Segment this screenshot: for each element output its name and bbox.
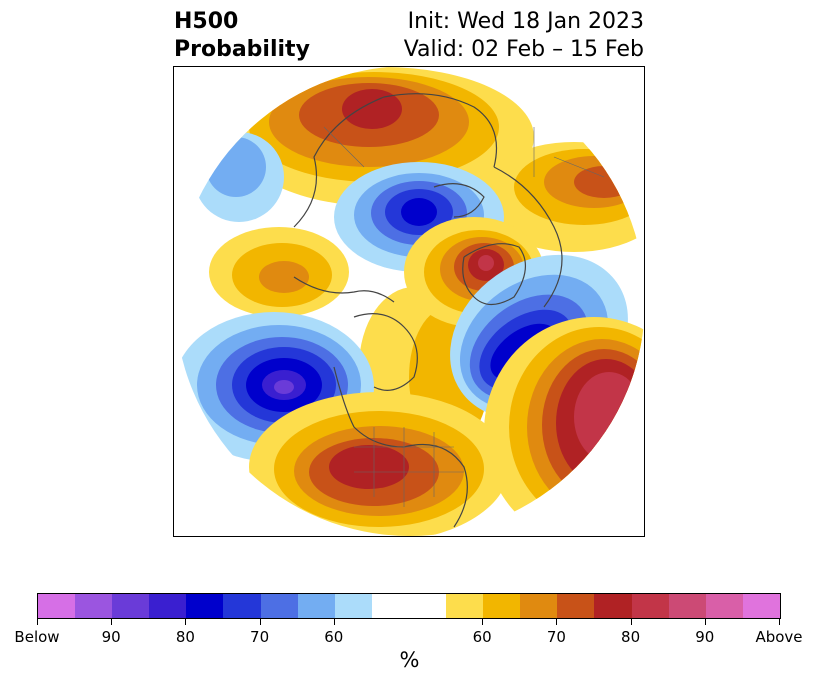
title-variable: H500 xyxy=(174,9,239,34)
colorbar-segment xyxy=(557,594,595,618)
anomaly-central-asia xyxy=(194,132,284,222)
colorbar-unit-label: % xyxy=(399,648,420,672)
colorbar-segment xyxy=(75,594,113,618)
colorbar-tick xyxy=(704,619,706,625)
colorbar-tick-label: 60 xyxy=(472,628,492,646)
colorbar-segment xyxy=(705,594,743,618)
colorbar-segment xyxy=(631,594,669,618)
colorbar-tick-label: 70 xyxy=(546,628,566,646)
colorbar-segment xyxy=(483,594,521,618)
colorbar-segment xyxy=(297,594,335,618)
colorbar-tick-label: 90 xyxy=(695,628,715,646)
probability-map xyxy=(173,66,645,537)
init-date: Init: Wed 18 Jan 2023 xyxy=(407,9,644,34)
colorbar-segment xyxy=(446,594,484,618)
colorbar-ticks xyxy=(37,619,781,627)
colorbar-segment xyxy=(408,594,447,618)
anomaly-europe xyxy=(209,227,349,317)
colorbar-tick-label: 90 xyxy=(101,628,121,646)
colorbar-segment xyxy=(260,594,298,618)
colorbar-tick xyxy=(779,619,780,625)
colorbar-tick-label: 80 xyxy=(621,628,641,646)
colorbar-segment xyxy=(594,594,632,618)
colorbar-tick-label: 60 xyxy=(324,628,344,646)
colorbar-segment xyxy=(668,594,706,618)
political-borders xyxy=(323,126,605,507)
anomaly-southern-us xyxy=(249,392,509,536)
colorbar-tick xyxy=(482,619,484,625)
colorbar-tick xyxy=(333,619,335,625)
colorbar xyxy=(37,593,781,619)
colorbar-tick xyxy=(185,619,187,625)
colorbar-segment xyxy=(149,594,187,618)
colorbar-segment xyxy=(223,594,261,618)
map-svg xyxy=(175,67,644,536)
colorbar-tick xyxy=(630,619,632,625)
title-right: Init: Wed 18 Jan 2023 Valid: 02 Feb – 15… xyxy=(404,8,644,64)
colorbar-segment xyxy=(742,594,780,618)
colorbar-segment xyxy=(371,594,409,618)
colorbar-tick-label: Above xyxy=(755,628,803,646)
colorbar-tick xyxy=(556,619,558,625)
colorbar-segment xyxy=(38,594,76,618)
colorbar-segment xyxy=(520,594,558,618)
colorbar-segment xyxy=(112,594,150,618)
title-left: H500 Probability xyxy=(174,8,310,64)
colorbar-segment xyxy=(186,594,224,618)
colorbar-tick xyxy=(37,619,38,625)
colorbar-tick xyxy=(259,619,261,625)
colorbar-tick-label: 70 xyxy=(250,628,270,646)
valid-period: Valid: 02 Feb – 15 Feb xyxy=(403,37,644,62)
colorbar-tick xyxy=(111,619,113,625)
colorbar-tick-label: 80 xyxy=(175,628,195,646)
colorbar-tick-label: Below xyxy=(14,628,60,646)
colorbar-segment xyxy=(334,594,372,618)
title-measure: Probability xyxy=(174,37,310,62)
